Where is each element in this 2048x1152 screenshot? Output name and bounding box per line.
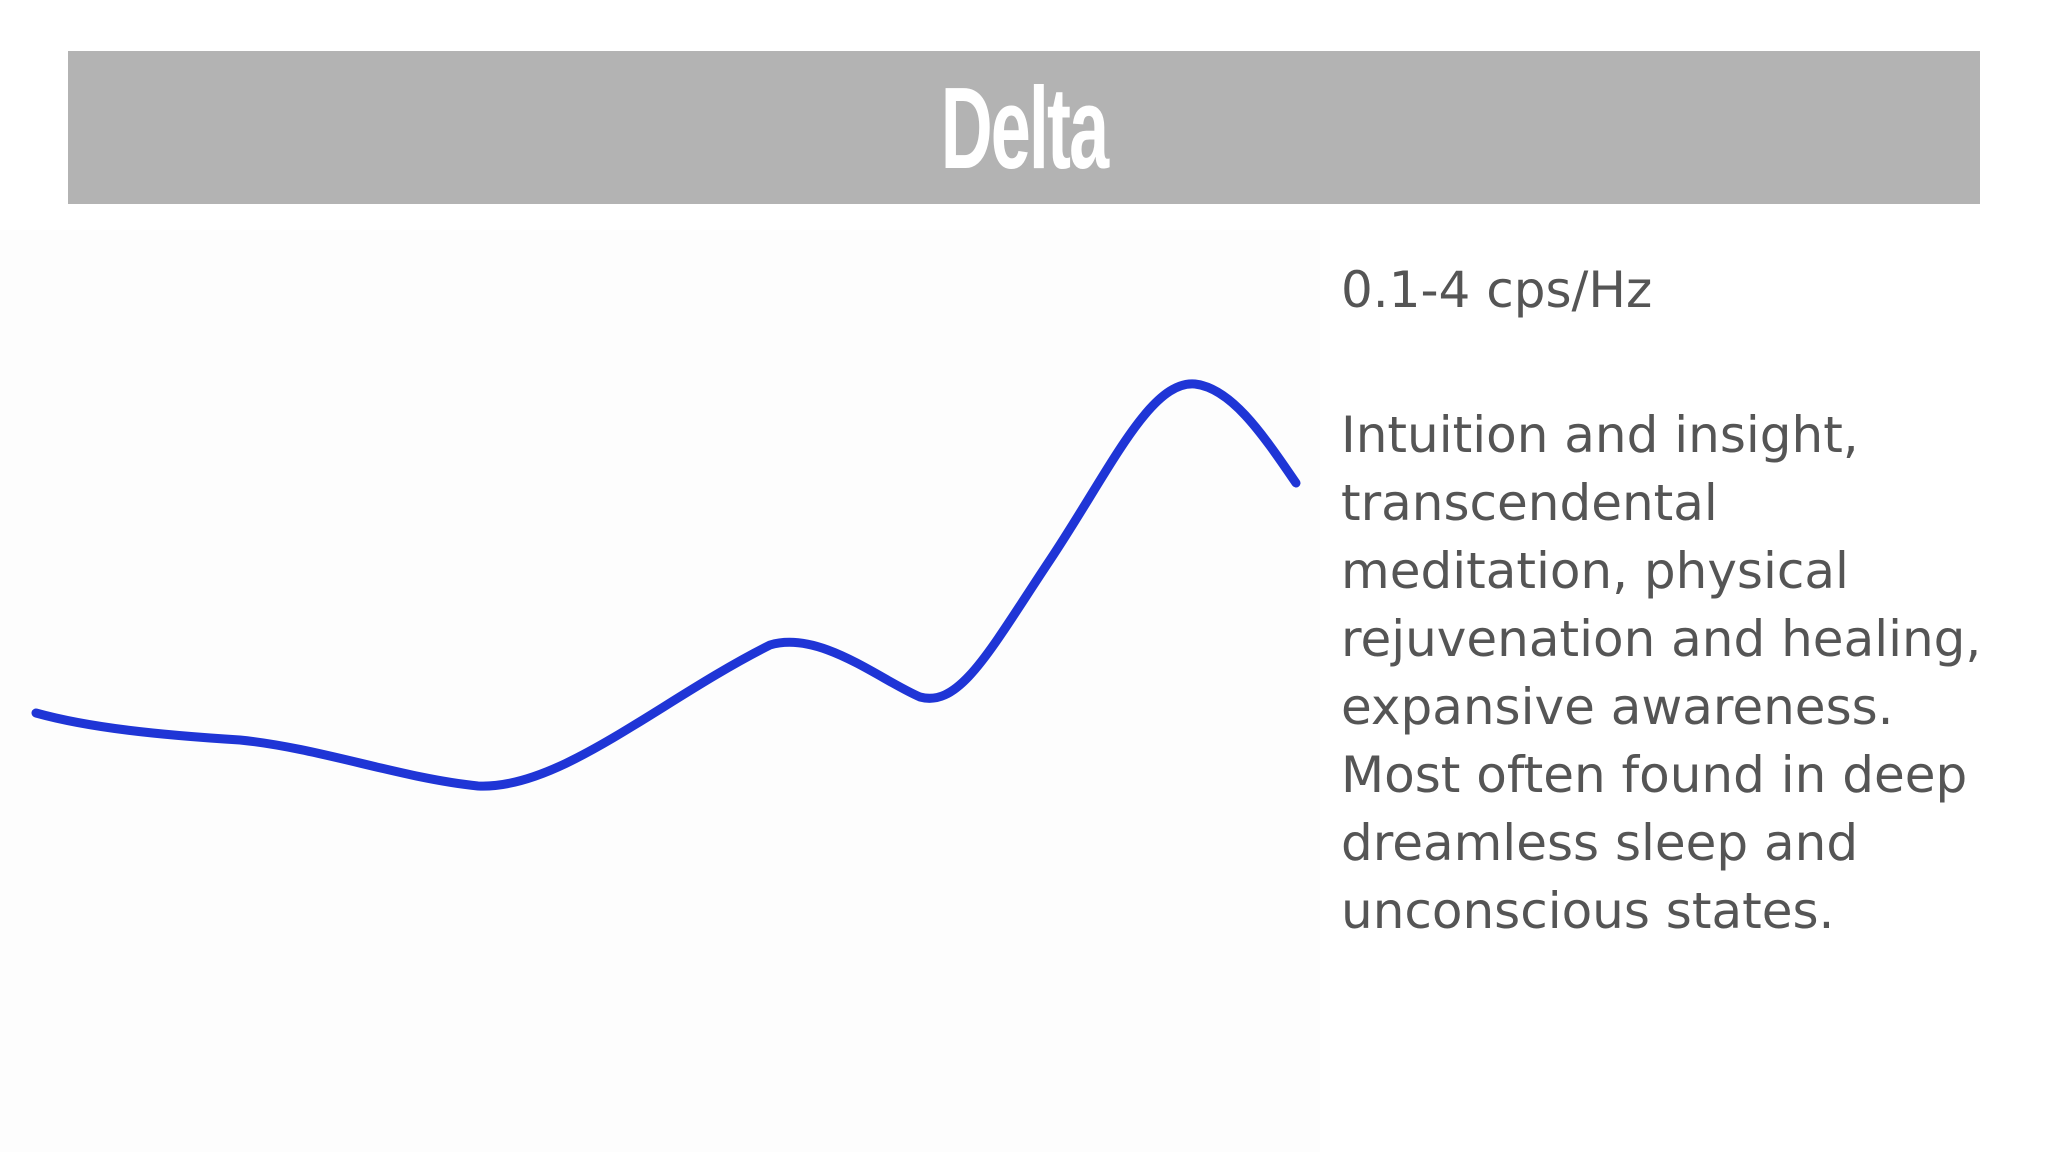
description: Intuition and insight, transcendental me…	[1341, 401, 2021, 945]
description-line: Most often found in deep	[1341, 746, 1968, 804]
description-line: unconscious states.	[1341, 882, 1835, 940]
wave-panel	[0, 230, 1320, 1152]
description-line: expansive awareness.	[1341, 678, 1894, 736]
description-line: transcendental	[1341, 474, 1718, 532]
title-bar: Delta	[68, 51, 1980, 204]
delta-wave-line	[31, 379, 1301, 791]
description-line: rejuvenation and healing,	[1341, 610, 1982, 668]
description-line: meditation, physical	[1341, 542, 1849, 600]
description-line: dreamless sleep and	[1341, 814, 1859, 872]
description-line: Intuition and insight,	[1341, 406, 1859, 464]
info-column: 0.1-4 cps/Hz Intuition and insight, tran…	[1341, 255, 2021, 945]
frequency-label: 0.1-4 cps/Hz	[1341, 261, 1653, 319]
slide-title: Delta	[940, 62, 1109, 193]
